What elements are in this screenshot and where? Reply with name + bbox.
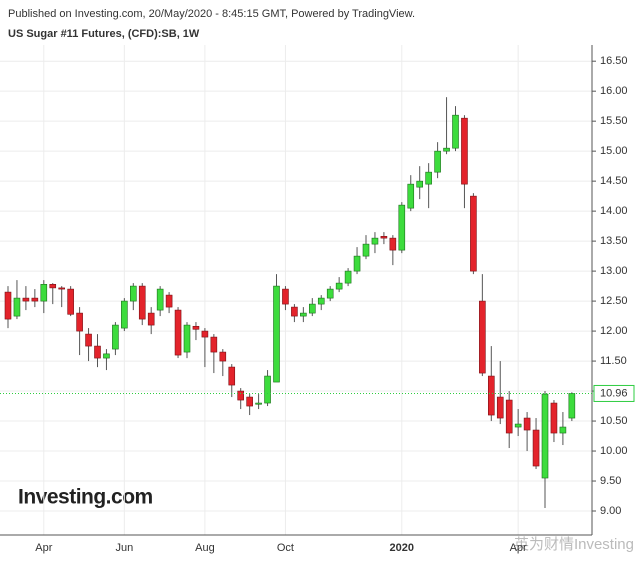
candle-body: [443, 147, 450, 152]
x-tick-label: 2020: [390, 542, 414, 554]
candle-body: [362, 243, 370, 257]
y-tick-label: 9.50: [600, 475, 621, 487]
candle-body: [291, 306, 298, 317]
y-tick-label: 15.50: [600, 115, 628, 127]
last-price-label: 10.96: [600, 387, 628, 399]
candle-body: [210, 336, 218, 353]
last-price-tag: [593, 384, 635, 402]
candle-body: [31, 297, 39, 302]
candle-body: [192, 325, 200, 330]
header: Published on Investing.com, 20/May/2020 …: [8, 8, 415, 20]
chart-title: US Sugar #11 Futures, (CFD):SB, 1W: [8, 28, 200, 40]
logo: Investing.com: [18, 486, 153, 509]
candle-body: [40, 284, 48, 302]
candle-body: [514, 423, 522, 428]
candle-body: [389, 237, 397, 251]
candle-body: [452, 114, 459, 149]
x-tick-label: Jun: [115, 542, 133, 554]
candle-body: [201, 330, 209, 338]
y-tick-label: 14.50: [600, 175, 628, 187]
candle-body: [326, 288, 334, 299]
candle-body: [85, 333, 92, 347]
y-tick-label: 16.50: [600, 55, 628, 67]
candle-body: [550, 402, 558, 434]
candle-body: [121, 300, 128, 329]
candle-body: [174, 309, 182, 356]
candle-body: [308, 303, 316, 314]
watermark: 英为财情Investing: [514, 535, 634, 553]
candle-body: [344, 270, 352, 284]
candle-body: [13, 297, 21, 317]
y-tick-label: 13.00: [600, 265, 628, 277]
candle-body: [282, 288, 289, 305]
candle-body: [398, 204, 406, 251]
candle-body: [246, 396, 253, 407]
candle-body: [470, 195, 477, 272]
candle-body: [434, 150, 441, 173]
y-tick-label: 12.00: [600, 325, 628, 337]
candle-body: [4, 291, 12, 320]
candle-body: [559, 426, 567, 434]
candle-body: [76, 312, 83, 332]
candle-body: [568, 393, 576, 419]
candle-body: [273, 285, 280, 383]
candle-body: [300, 312, 307, 317]
candle-body: [407, 183, 415, 209]
x-tick-label: Aug: [195, 542, 215, 554]
y-tick-label: 10.00: [600, 445, 628, 457]
candle-body: [541, 393, 549, 479]
candle-body: [461, 117, 468, 185]
candle-body: [255, 402, 262, 405]
candle-body: [94, 345, 101, 359]
y-tick-label: 13.50: [600, 235, 628, 247]
x-tick-label: Apr: [35, 542, 52, 554]
candle-body: [353, 255, 361, 272]
y-tick-label: 11.50: [600, 355, 627, 367]
x-tick-label: Oct: [277, 542, 294, 554]
candle-body: [264, 375, 271, 404]
candle-body: [49, 284, 57, 289]
x-tick-label: Apr: [510, 542, 527, 554]
candle-body: [505, 399, 513, 434]
candle-body: [112, 324, 119, 350]
candle-body: [165, 294, 173, 308]
candle-body: [67, 288, 74, 315]
candle-body: [416, 180, 424, 188]
candle-body: [335, 282, 343, 290]
candle-body: [138, 285, 146, 320]
candle-body: [219, 351, 227, 362]
candle-body: [183, 324, 191, 353]
candle-body: [228, 366, 236, 386]
y-tick-label: 16.00: [600, 85, 628, 97]
candle-body: [22, 297, 30, 302]
candle-body: [237, 390, 244, 401]
candle-body: [496, 396, 504, 419]
candle-body: [103, 353, 110, 359]
candle-body: [523, 417, 531, 431]
candle-body: [156, 288, 164, 311]
candle-body: [380, 236, 388, 239]
y-tick-label: 10.50: [600, 415, 628, 427]
candle-body: [425, 171, 432, 185]
candle-body: [532, 429, 540, 467]
y-tick-label: 9.00: [600, 505, 621, 517]
y-tick-label: 12.50: [600, 295, 628, 307]
candle-body: [58, 287, 66, 290]
candle-body: [130, 285, 137, 302]
candle-body: [487, 375, 495, 416]
candle-body: [147, 312, 155, 326]
y-tick-label: 14.00: [600, 205, 628, 217]
candle-body: [317, 297, 325, 305]
candle-body: [479, 300, 486, 374]
candle-body: [371, 237, 379, 245]
y-tick-label: 15.00: [600, 145, 628, 157]
